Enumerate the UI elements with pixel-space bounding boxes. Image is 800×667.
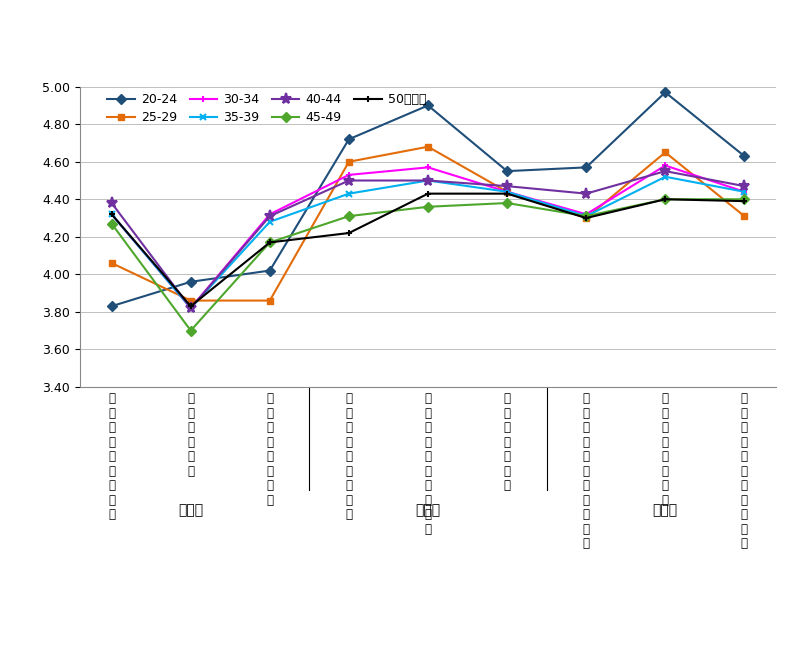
35-39 [265, 217, 274, 225]
45-49 [739, 195, 749, 203]
25-29 [265, 297, 274, 305]
25-29 [107, 259, 117, 267]
35-39 [344, 189, 354, 197]
20-24 [265, 267, 274, 275]
20-24 [344, 135, 354, 143]
Line: 30-34: 30-34 [108, 162, 748, 311]
40-44 [661, 167, 670, 175]
Text: 社
会
・
顧
客
と
の
つ
な
が
り: 社 会 ・ 顧 客 と の つ な が り [582, 392, 590, 550]
45-49 [186, 327, 195, 335]
50歳以上 [739, 197, 749, 205]
Text: 有能性: 有能性 [415, 503, 441, 517]
25-29 [582, 214, 591, 222]
40-44 [502, 182, 512, 190]
30-34 [186, 304, 195, 312]
Text: 自
律
性
尊
重
の
風
土: 自 律 性 尊 重 の 風 土 [266, 392, 274, 507]
Line: 45-49: 45-49 [108, 196, 748, 334]
50歳以上 [582, 214, 591, 222]
Legend: 20-24, 25-29, 30-34, 35-39, 40-44, 45-49, 50歳以上: 20-24, 25-29, 30-34, 35-39, 40-44, 45-49… [107, 93, 426, 124]
Line: 20-24: 20-24 [108, 89, 748, 309]
45-49 [661, 195, 670, 203]
20-24 [582, 163, 591, 171]
50歳以上 [344, 229, 354, 237]
50歳以上 [423, 189, 433, 197]
Text: 成
長
を
後
押
し
す
る
環
境: 成 長 を 後 押 し す る 環 境 [425, 392, 431, 536]
30-34 [582, 210, 591, 218]
35-39 [423, 177, 433, 185]
50歳以上 [107, 210, 117, 218]
Text: 能
力
発
揮
の
実
感: 能 力 発 揮 の 実 感 [503, 392, 510, 492]
30-34 [661, 161, 670, 169]
30-34 [265, 210, 274, 218]
45-49 [344, 212, 354, 220]
Text: 仕
事
の
明
確
さ: 仕 事 の 明 確 さ [187, 392, 194, 478]
50歳以上 [502, 189, 512, 197]
20-24 [661, 88, 670, 96]
20-24 [186, 277, 195, 285]
30-34 [107, 210, 117, 218]
40-44 [739, 182, 749, 190]
20-24 [739, 152, 749, 160]
25-29 [423, 143, 433, 151]
35-39 [502, 187, 512, 195]
35-39 [661, 173, 670, 181]
40-44 [344, 177, 354, 185]
50歳以上 [661, 195, 670, 203]
Text: 仕
事
の
コ
ン
ト
ロ
ー
ル: 仕 事 の コ ン ト ロ ー ル [108, 392, 115, 522]
35-39 [582, 212, 591, 220]
45-49 [582, 212, 591, 220]
Line: 50歳以上: 50歳以上 [108, 190, 748, 309]
30-34 [739, 187, 749, 195]
45-49 [265, 238, 274, 246]
35-39 [739, 187, 749, 195]
Line: 40-44: 40-44 [106, 165, 750, 313]
40-44 [423, 177, 433, 185]
40-44 [582, 189, 591, 197]
Text: 関係性: 関係性 [653, 503, 678, 517]
Text: 上
司
と
の
つ
な
が
り: 上 司 と の つ な が り [662, 392, 669, 507]
50歳以上 [265, 238, 274, 246]
25-29 [661, 148, 670, 156]
Text: 自律性: 自律性 [178, 503, 203, 517]
Line: 25-29: 25-29 [108, 143, 748, 304]
25-29 [502, 187, 512, 195]
25-29 [344, 157, 354, 165]
20-24 [423, 101, 433, 109]
Text: 職
場
の
仲
間
と
の
つ
な
が
り: 職 場 の 仲 間 と の つ な が り [741, 392, 748, 550]
25-29 [186, 297, 195, 305]
40-44 [265, 212, 274, 220]
40-44 [186, 304, 195, 312]
30-34 [423, 163, 433, 171]
40-44 [107, 199, 117, 207]
30-34 [502, 187, 512, 195]
45-49 [502, 199, 512, 207]
50歳以上 [186, 302, 195, 310]
30-34 [344, 171, 354, 179]
Line: 35-39: 35-39 [108, 173, 748, 311]
45-49 [423, 203, 433, 211]
25-29 [739, 212, 749, 220]
20-24 [502, 167, 512, 175]
20-24 [107, 302, 117, 310]
45-49 [107, 219, 117, 227]
35-39 [107, 210, 117, 218]
35-39 [186, 304, 195, 312]
Text: 成
長
に
つ
な
が
る
仕
事: 成 長 に つ な が る 仕 事 [346, 392, 353, 522]
